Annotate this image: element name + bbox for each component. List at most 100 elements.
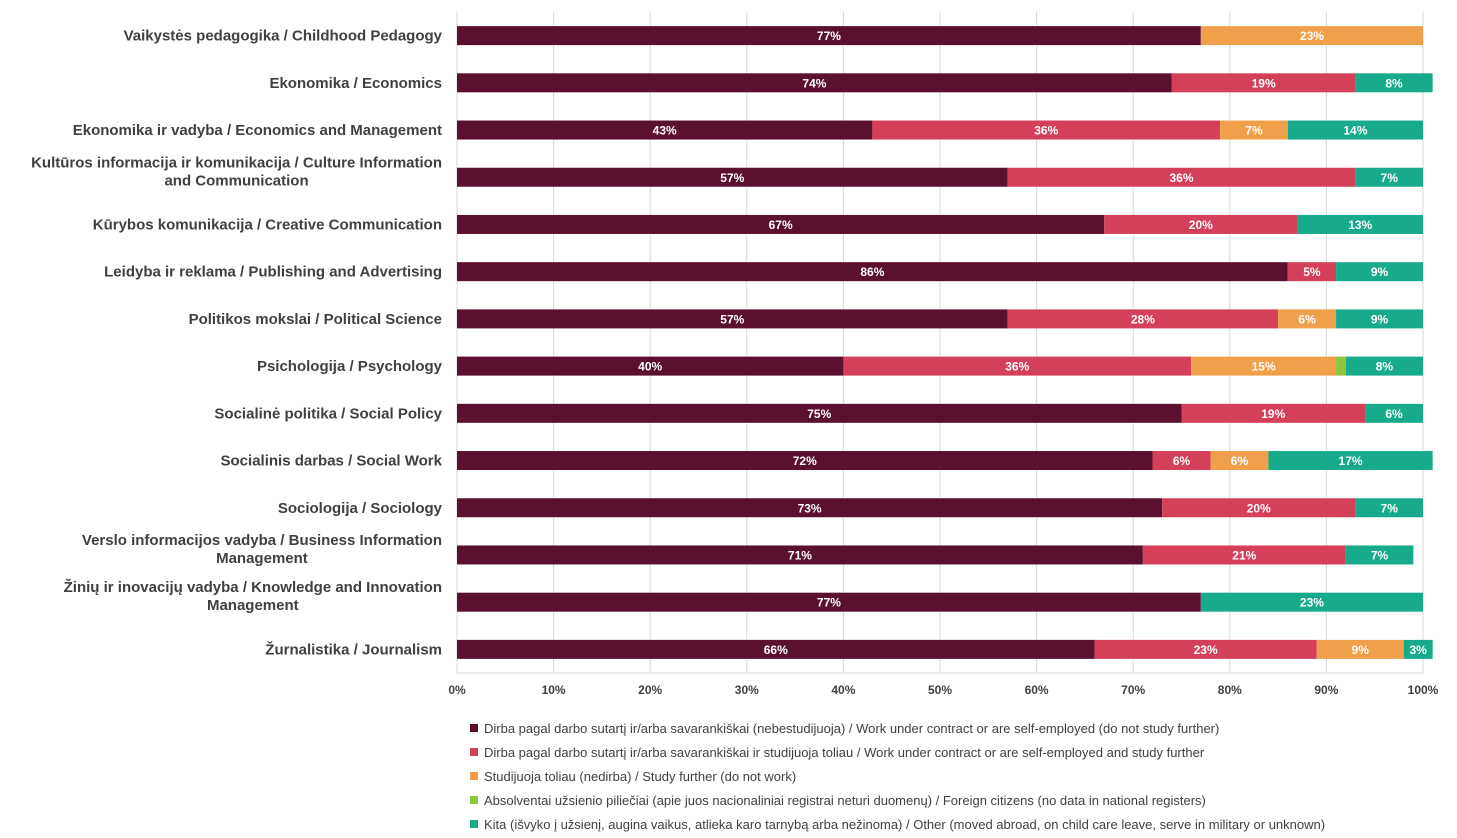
data-label: 6% [1173, 454, 1191, 468]
data-label: 74% [802, 76, 826, 90]
legend-item: Kita (išvyko į užsienį, augina vaikus, a… [470, 812, 1325, 836]
category-label: Žurnalistika / Journalism [265, 640, 442, 658]
data-label: 23% [1194, 643, 1218, 657]
bar-segment [1007, 167, 1356, 187]
data-label: 72% [793, 454, 817, 468]
data-label: 21% [1232, 548, 1256, 562]
category-label: Psichologija / Psychology [257, 358, 443, 375]
data-label: 57% [720, 312, 744, 326]
data-label: 7% [1381, 171, 1399, 185]
bar-segment [872, 120, 1221, 140]
data-label: 7% [1371, 548, 1389, 562]
legend-label: Absolventai užsienio piliečiai (apie juo… [484, 792, 1206, 808]
category-label-line-2: Management [207, 597, 299, 614]
bar-segment [1365, 403, 1423, 423]
gridlines [456, 12, 1424, 674]
category-label: Socialinis darbas / Social Work [221, 453, 443, 470]
data-label: 14% [1343, 124, 1367, 138]
category-label: Kūrybos komunikacija / Creative Communic… [93, 216, 442, 233]
data-label: 9% [1371, 312, 1389, 326]
legend-label: Studijuoja toliau (nedirba) / Study furt… [484, 768, 797, 784]
legend-swatch [470, 820, 478, 828]
bar-segment [457, 120, 873, 140]
bar-segment [1007, 309, 1279, 329]
bar-segment [457, 403, 1182, 423]
category-label: Leidyba ir reklama / Publishing and Adve… [104, 264, 442, 281]
data-label: 71% [788, 548, 812, 562]
bar-segment [457, 26, 1201, 46]
bar-segment [1403, 639, 1433, 659]
bar-segment [1142, 545, 1346, 565]
bar-segment [1297, 214, 1423, 234]
data-label: 6% [1231, 454, 1249, 468]
x-tick-label: 10% [542, 683, 566, 697]
data-label: 57% [720, 171, 744, 185]
bar-segment [1336, 262, 1423, 282]
bar-segment [457, 73, 1172, 93]
data-label: 8% [1385, 76, 1403, 90]
bar-segment [457, 356, 844, 376]
legend-label: Kita (išvyko į užsienį, augina vaikus, a… [484, 816, 1326, 832]
data-label: 28% [1131, 312, 1155, 326]
data-label: 20% [1247, 501, 1271, 515]
data-label: 36% [1005, 360, 1029, 374]
data-label: 3% [1409, 643, 1427, 657]
bar-segment [1355, 498, 1423, 518]
bar-segment [1345, 545, 1414, 565]
x-tick-label: 30% [735, 683, 759, 697]
data-label: 40% [638, 360, 662, 374]
data-label: 5% [1303, 265, 1321, 279]
bar-segment [1287, 120, 1423, 140]
data-label: 73% [798, 501, 822, 515]
data-label: 67% [769, 218, 793, 232]
data-label: 13% [1348, 218, 1372, 232]
data-label: 36% [1169, 171, 1193, 185]
x-tick-label: 50% [928, 683, 952, 697]
data-label: 23% [1300, 29, 1324, 43]
bar-segment [457, 545, 1143, 565]
data-label: 77% [817, 29, 841, 43]
legend-item: Dirba pagal darbo sutartį ir/arba savara… [470, 716, 1325, 740]
category-label: Socialinė politika / Social Policy [214, 405, 442, 422]
category-label: Vaikystės pedagogika / Childhood Pedagog… [124, 28, 443, 45]
legend-item: Dirba pagal darbo sutartį ir/arba savara… [470, 740, 1325, 764]
bar-segment [1336, 356, 1346, 376]
data-label: 6% [1385, 407, 1403, 421]
bar-segment [457, 592, 1201, 612]
bar-segment [457, 639, 1095, 659]
bar-segment [1268, 451, 1433, 471]
bar-segment [457, 262, 1288, 282]
x-axis-ticks: 0% 10% 20% 30% 40% 50% 60% 70% 80% 90% 100% [448, 683, 1438, 697]
data-label: 7% [1381, 501, 1399, 515]
data-label: 8% [1376, 360, 1394, 374]
data-label: 6% [1298, 312, 1316, 326]
bar-segment [457, 451, 1153, 471]
data-label: 43% [653, 124, 677, 138]
category-label-line-2: and Communication [164, 172, 308, 189]
legend-swatch [470, 796, 478, 804]
data-label: 9% [1352, 643, 1370, 657]
bar-segment [1152, 451, 1211, 471]
bar-segment [1200, 26, 1423, 46]
category-label: Politikos mokslai / Political Science [189, 311, 442, 328]
bar-segment [1316, 639, 1404, 659]
bar-segment [1191, 356, 1337, 376]
bar-segment [457, 214, 1105, 234]
bar-segment [1210, 451, 1269, 471]
bar-segment [457, 167, 1008, 187]
data-label: 15% [1252, 360, 1276, 374]
bar-segment [1200, 592, 1423, 612]
legend: Dirba pagal darbo sutartį ir/arba savara… [470, 716, 1325, 836]
category-label: Kultūros informacija ir komunikacija / C… [31, 154, 442, 171]
bar-segment [1355, 167, 1423, 187]
bar-segment [1181, 403, 1366, 423]
x-tick-label: 80% [1218, 683, 1242, 697]
x-tick-label: 70% [1121, 683, 1145, 697]
bar-segment [457, 498, 1163, 518]
bar-segment [1278, 309, 1337, 329]
legend-swatch [470, 748, 478, 756]
data-label: 75% [807, 407, 831, 421]
data-label: 77% [817, 596, 841, 610]
bar-segment [1220, 120, 1288, 140]
